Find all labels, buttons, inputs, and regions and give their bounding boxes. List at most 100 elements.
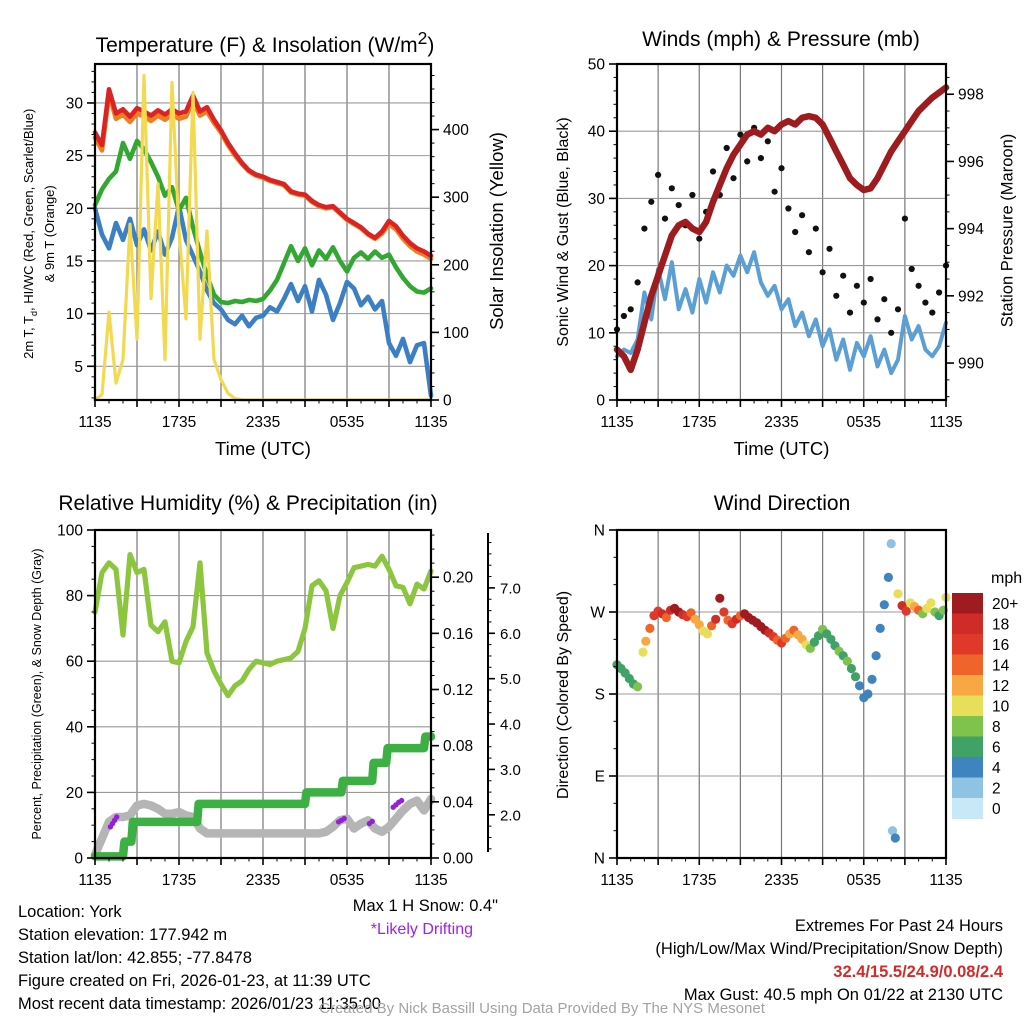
temp-y-axis-label: 2m T, Td, HI/WC (Red, Green, Scarlet/Blu… (21, 59, 57, 409)
svg-text:12: 12 (992, 678, 1009, 695)
svg-text:1135: 1135 (929, 414, 962, 431)
svg-text:0: 0 (596, 393, 605, 410)
svg-text:5.0: 5.0 (500, 671, 521, 688)
extremes-subtitle: (High/Low/Max Wind/Precipitation/Snow De… (655, 940, 1003, 958)
svg-text:1735: 1735 (682, 414, 716, 431)
svg-text:8: 8 (992, 719, 1001, 736)
svg-text:6.0: 6.0 (500, 626, 521, 643)
svg-text:14: 14 (992, 657, 1010, 674)
svg-text:1735: 1735 (682, 872, 716, 889)
svg-text:200: 200 (443, 257, 469, 274)
svg-text:0.04: 0.04 (443, 794, 474, 811)
svg-text:0535: 0535 (330, 414, 364, 431)
temp-title-text: Temperature (F) & Insolation (W/m (95, 34, 418, 57)
data-timestamp: Most recent data timestamp: 2026/01/23 1… (18, 995, 381, 1013)
svg-text:15: 15 (66, 253, 83, 270)
svg-text:0: 0 (443, 393, 452, 410)
svg-text:0.08: 0.08 (443, 738, 473, 755)
station-elevation: Station elevation: 177.942 m (18, 926, 228, 944)
svg-text:1135: 1135 (929, 872, 962, 889)
svg-text:N: N (594, 523, 605, 540)
humidity-chart-title: Relative Humidity (%) & Precipitation (i… (58, 492, 438, 515)
pressure-y-axis-label: Station Pressure (Maroon) (998, 133, 1017, 328)
temp-title-sup: 2 (417, 28, 428, 48)
svg-text:990: 990 (958, 356, 984, 373)
svg-text:0.20: 0.20 (443, 570, 474, 587)
winds-x-axis-label: Time (UTC) (733, 438, 830, 459)
station-info: Location: York Station elevation: 177.94… (18, 901, 381, 1016)
svg-text:18: 18 (992, 616, 1009, 633)
svg-text:20: 20 (588, 258, 606, 275)
svg-text:7.0: 7.0 (500, 580, 521, 597)
extremes-title: Extremes For Past 24 Hours (794, 917, 1003, 935)
temp-ylabel-pre: 2m T, T (21, 316, 37, 359)
svg-text:mph: mph (991, 570, 1022, 587)
svg-text:1735: 1735 (162, 414, 196, 431)
station-location: Location: York (18, 903, 122, 921)
temp-ylabel-sub: d (28, 311, 39, 317)
svg-text:100: 100 (443, 325, 469, 342)
temp-chart-title: Temperature (F) & Insolation (W/m2) (40, 28, 490, 58)
svg-text:998: 998 (958, 87, 984, 104)
svg-text:30: 30 (588, 191, 606, 208)
svg-text:20: 20 (66, 201, 84, 218)
svg-text:300: 300 (443, 190, 469, 207)
svg-text:100: 100 (57, 523, 83, 540)
wind-y-axis-label: Sonic Wind & Gust (Blue, Black) (555, 117, 572, 347)
svg-text:W: W (590, 605, 605, 622)
temp-title-close: ) (427, 34, 435, 57)
winds-chart-title: Winds (mph) & Pressure (mb) (642, 28, 920, 51)
svg-text:25: 25 (66, 148, 83, 165)
svg-text:N: N (594, 851, 605, 868)
svg-text:4.0: 4.0 (500, 717, 521, 734)
svg-text:5: 5 (74, 359, 83, 376)
svg-text:2335: 2335 (764, 872, 798, 889)
svg-text:S: S (595, 687, 605, 704)
svg-text:3.0: 3.0 (500, 762, 521, 779)
svg-text:16: 16 (992, 637, 1009, 654)
likely-drifting-note: *Likely Drifting (370, 921, 473, 938)
extremes-block: Extremes For Past 24 Hours (High/Low/Max… (655, 915, 1003, 1007)
svg-text:E: E (595, 769, 605, 786)
svg-text:994: 994 (958, 221, 984, 238)
svg-text:1135: 1135 (600, 414, 633, 431)
temp-ylabel-post: , HI/WC (Red, Green, Scarlet/Blue) (21, 108, 37, 311)
svg-text:40: 40 (588, 124, 606, 141)
svg-text:1135: 1135 (414, 414, 447, 431)
svg-text:0: 0 (74, 851, 83, 868)
svg-text:2.0: 2.0 (500, 807, 521, 824)
svg-text:20: 20 (66, 785, 84, 802)
svg-text:10: 10 (66, 306, 84, 323)
svg-text:0.12: 0.12 (443, 682, 473, 699)
svg-text:40: 40 (66, 719, 84, 736)
svg-text:0535: 0535 (330, 872, 364, 889)
svg-text:0.16: 0.16 (443, 626, 473, 643)
svg-text:0535: 0535 (847, 872, 881, 889)
svg-text:400: 400 (443, 122, 469, 139)
svg-text:0.00: 0.00 (443, 851, 474, 868)
temp-ylabel-line2: & 9m T (Orange) (41, 185, 57, 283)
svg-text:30: 30 (66, 95, 84, 112)
svg-text:996: 996 (958, 154, 984, 171)
svg-text:20+: 20+ (992, 596, 1018, 613)
svg-text:0: 0 (992, 801, 1001, 818)
max-snow-note: Max 1 H Snow: 0.4" (352, 897, 498, 915)
svg-text:50: 50 (588, 57, 606, 74)
svg-text:80: 80 (66, 588, 84, 605)
svg-text:4: 4 (992, 760, 1001, 777)
svg-text:1135: 1135 (78, 414, 111, 431)
svg-text:1135: 1135 (600, 872, 633, 889)
wind-direction-chart-title: Wind Direction (713, 492, 851, 515)
humidity-y-axis-label: Percent, Precipitation (Green), & Snow D… (30, 548, 44, 840)
svg-text:60: 60 (66, 654, 84, 671)
svg-text:10: 10 (992, 698, 1010, 715)
svg-text:1135: 1135 (78, 872, 111, 889)
extremes-values: 32.4/15.5/24.9/0.08/2.4 (833, 963, 1003, 981)
svg-text:2: 2 (992, 780, 1001, 797)
svg-text:2335: 2335 (764, 414, 798, 431)
svg-text:6: 6 (992, 739, 1001, 756)
svg-text:2335: 2335 (246, 414, 280, 431)
temp-x-axis-label: Time (UTC) (215, 438, 311, 459)
